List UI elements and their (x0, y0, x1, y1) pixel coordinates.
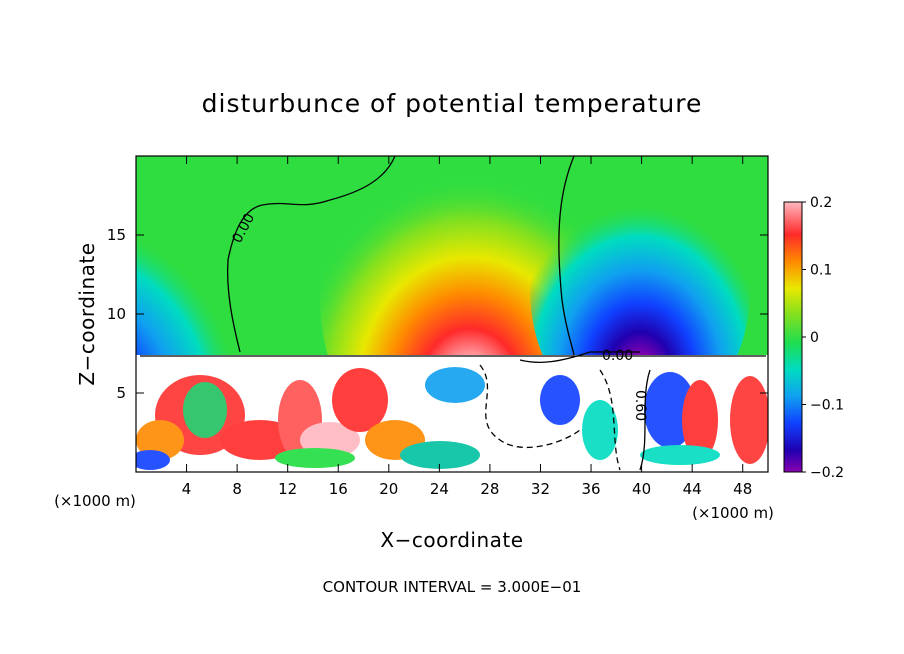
colorbar-tick-label: −0.2 (810, 465, 844, 481)
y-axis: 5 10 15 (107, 226, 768, 402)
colorbar-tick-label: 0.2 (810, 195, 832, 211)
x-tick-label: 44 (683, 480, 702, 498)
colorbar-tick-label: −0.1 (810, 398, 844, 414)
colorbar-tick-label: 0.1 (810, 263, 832, 279)
colorbar-ticks: 0.2 0.1 0 −0.1 −0.2 (802, 195, 844, 481)
x-unit-label-left: (×1000 m) (54, 492, 136, 510)
y-tick-label: 5 (116, 384, 126, 402)
x-tick-label: 16 (329, 480, 348, 498)
x-tick-label: 36 (581, 480, 600, 498)
contour-label: 0.60 (632, 390, 648, 421)
contour-interval-note: CONTOUR INTERVAL = 3.000E−01 (323, 578, 582, 596)
x-tick-label: 8 (232, 480, 242, 498)
y-axis-title: Z−coordinate (75, 242, 99, 385)
x-tick-label: 20 (379, 480, 398, 498)
heatmap-field (136, 156, 768, 472)
x-tick-label: 24 (430, 480, 449, 498)
y-tick-label: 10 (107, 305, 126, 323)
colorbar-tick-label: 0 (810, 330, 819, 346)
colorbar (783, 201, 803, 473)
x-tick-label: 48 (733, 480, 752, 498)
x-tick-label: 4 (182, 480, 192, 498)
contour-label: 0.00 (602, 348, 633, 364)
x-tick-label: 40 (632, 480, 651, 498)
x-axis-title: X−coordinate (380, 528, 523, 552)
x-tick-label: 32 (531, 480, 550, 498)
x-unit-label-right: (×1000 m) (692, 504, 774, 522)
x-axis: 4 8 12 16 20 24 28 32 36 40 44 48 (182, 156, 752, 498)
chart-title: disturbunce of potential temperature (202, 89, 703, 118)
y-tick-label: 15 (107, 226, 126, 244)
x-tick-label: 12 (278, 480, 297, 498)
x-tick-label: 28 (480, 480, 499, 498)
